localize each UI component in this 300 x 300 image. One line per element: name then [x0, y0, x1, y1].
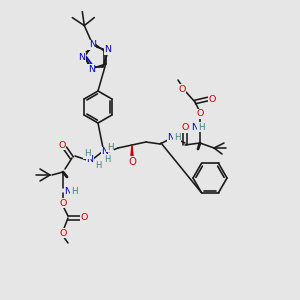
Text: H: H: [84, 149, 90, 158]
Text: N: N: [89, 40, 96, 49]
Text: H: H: [174, 133, 180, 142]
Text: O: O: [80, 214, 88, 223]
Text: O: O: [178, 85, 186, 94]
Text: O: O: [59, 199, 67, 208]
Text: O: O: [59, 229, 67, 238]
Text: N: N: [64, 187, 71, 196]
Text: N: N: [86, 154, 94, 164]
Text: N: N: [88, 65, 95, 74]
Text: H: H: [71, 187, 77, 196]
Text: N: N: [104, 45, 111, 54]
Text: N: N: [79, 52, 86, 62]
Text: H: H: [95, 160, 101, 169]
Text: O: O: [128, 157, 136, 167]
Text: O: O: [181, 124, 189, 133]
Text: H: H: [198, 122, 204, 131]
Text: N: N: [101, 148, 109, 157]
Text: N: N: [167, 133, 175, 142]
Text: H: H: [107, 142, 113, 152]
Text: O: O: [196, 110, 204, 118]
Text: O: O: [208, 94, 216, 103]
Polygon shape: [131, 145, 133, 158]
Text: N: N: [191, 122, 199, 131]
Text: H: H: [104, 154, 110, 164]
Text: O: O: [58, 140, 66, 149]
